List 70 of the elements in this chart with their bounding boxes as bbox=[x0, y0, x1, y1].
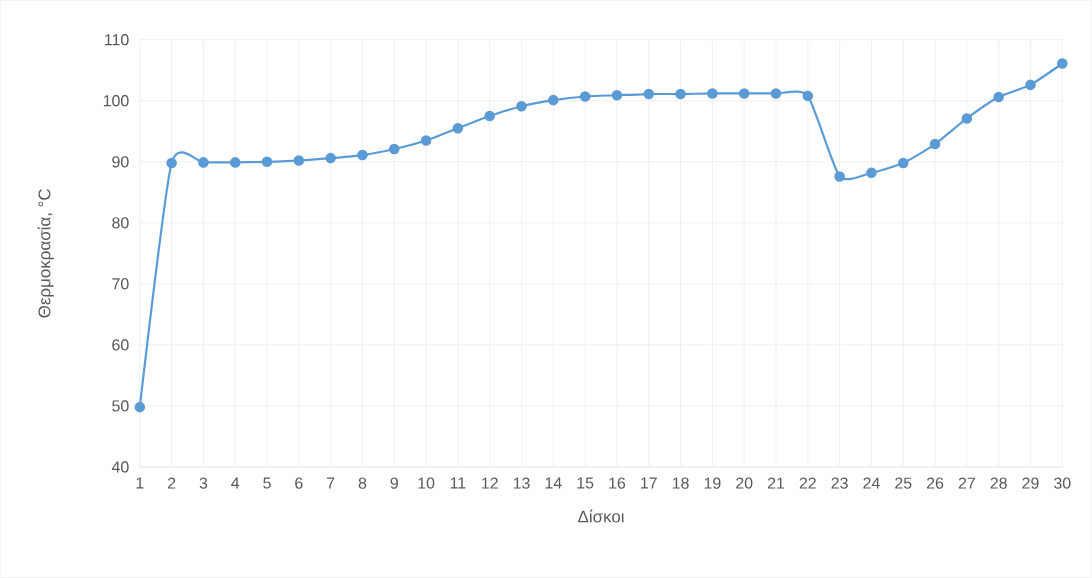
x-tick-label: 18 bbox=[672, 477, 689, 489]
point bbox=[325, 152, 336, 164]
point bbox=[770, 88, 782, 99]
x-tick-label: 21 bbox=[767, 477, 785, 489]
y-tick-label: 90 bbox=[112, 156, 129, 168]
point bbox=[961, 113, 973, 124]
point bbox=[484, 110, 495, 122]
point bbox=[929, 138, 941, 150]
point bbox=[993, 91, 1004, 103]
point bbox=[293, 155, 305, 166]
point bbox=[452, 123, 464, 134]
x-tick-label: 3 bbox=[199, 477, 208, 489]
x-tick-label: 14 bbox=[545, 477, 562, 489]
point bbox=[611, 90, 623, 101]
y-tick-label: 80 bbox=[112, 217, 129, 229]
x-tick-label: 6 bbox=[295, 477, 303, 489]
point bbox=[738, 88, 750, 99]
x-tick-label: 9 bbox=[390, 477, 398, 489]
y-tick-label: 100 bbox=[103, 95, 129, 107]
y-tick-label: 60 bbox=[112, 339, 129, 351]
x-tick-label: 1 bbox=[136, 477, 144, 489]
y-tick-label: 40 bbox=[111, 461, 129, 473]
x-tick-label: 13 bbox=[513, 477, 530, 489]
point bbox=[134, 401, 146, 413]
x-tick-label: 19 bbox=[704, 477, 721, 489]
point bbox=[707, 88, 718, 99]
point bbox=[229, 157, 241, 168]
x-tick-label: 22 bbox=[799, 477, 816, 489]
x-tick-label: 7 bbox=[327, 477, 335, 489]
x-tick-label: 24 bbox=[863, 477, 880, 489]
x-tick-label: 4 bbox=[231, 477, 240, 489]
x-tick-label: 15 bbox=[577, 477, 594, 489]
x-tick-label: 27 bbox=[958, 477, 975, 489]
y-tick-label: 50 bbox=[112, 400, 129, 412]
x-tick-label: 20 bbox=[736, 477, 753, 489]
point bbox=[802, 90, 814, 102]
x-tick-label: 5 bbox=[263, 477, 271, 489]
point bbox=[834, 171, 845, 182]
x-tick-label: 12 bbox=[482, 477, 498, 489]
x-tick-label: 16 bbox=[609, 477, 626, 489]
point bbox=[548, 94, 559, 106]
x-tick-label: 25 bbox=[895, 477, 912, 489]
x-tick-label: 28 bbox=[990, 477, 1007, 489]
x-tick-label: 8 bbox=[358, 477, 367, 489]
x-tick-label: 11 bbox=[450, 477, 466, 489]
point bbox=[420, 135, 432, 146]
x-tick-label: 2 bbox=[167, 477, 176, 489]
point bbox=[897, 157, 909, 169]
point bbox=[261, 156, 273, 168]
point bbox=[198, 157, 209, 168]
point bbox=[579, 91, 591, 102]
y-tick-label: 110 bbox=[105, 34, 129, 46]
x-tick-label: 10 bbox=[418, 477, 435, 489]
x-tick-label: 23 bbox=[831, 477, 848, 489]
x-axis-title: Δίσκοι bbox=[578, 509, 625, 523]
point bbox=[516, 101, 527, 112]
point bbox=[1025, 79, 1036, 91]
point bbox=[1057, 58, 1068, 69]
y-tick-label: 70 bbox=[112, 278, 129, 290]
point bbox=[357, 149, 368, 161]
x-tick-label: 29 bbox=[1022, 477, 1039, 489]
point bbox=[643, 88, 655, 100]
y-axis-title: Θερμοκρασία, °C bbox=[37, 189, 54, 318]
x-tick-label: 26 bbox=[926, 477, 944, 489]
point bbox=[166, 157, 177, 169]
point bbox=[675, 88, 686, 100]
point bbox=[866, 167, 877, 179]
x-tick-label: 30 bbox=[1054, 477, 1071, 489]
point bbox=[388, 143, 400, 155]
x-tick-label: 17 bbox=[641, 477, 657, 489]
